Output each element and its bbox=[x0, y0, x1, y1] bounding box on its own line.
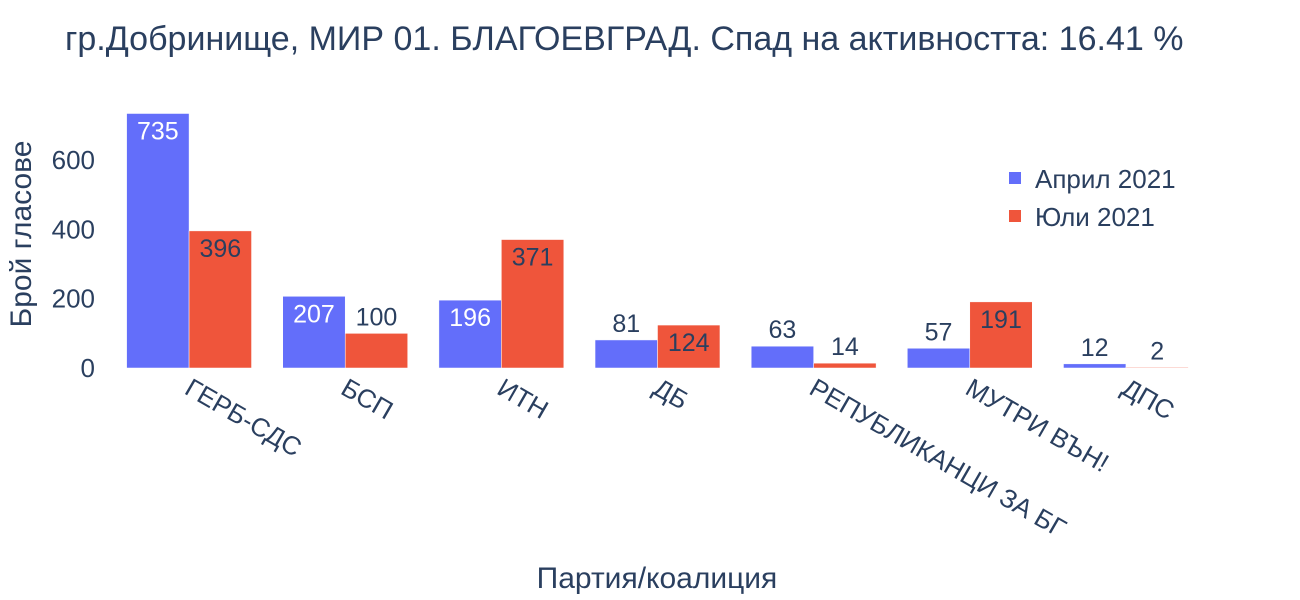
y-axis-ticks: 0 200 400 600 bbox=[52, 145, 95, 383]
y-tick-label: 0 bbox=[81, 353, 95, 383]
bar-value-label: 57 bbox=[925, 318, 953, 346]
legend-swatch bbox=[1009, 210, 1021, 222]
bar bbox=[282, 296, 346, 369]
y-tick-label: 600 bbox=[52, 145, 95, 175]
bar-value-label: 371 bbox=[512, 244, 554, 272]
bar-value-label: 191 bbox=[980, 306, 1022, 334]
bar bbox=[594, 339, 658, 369]
bar bbox=[657, 324, 721, 369]
legend-swatch bbox=[1009, 172, 1021, 184]
bar bbox=[969, 301, 1033, 369]
legend-label: Април 2021 bbox=[1035, 164, 1176, 194]
bar bbox=[1125, 367, 1189, 369]
x-tick-label: ДБ bbox=[649, 372, 694, 415]
bar-value-label: 396 bbox=[199, 235, 241, 263]
bar bbox=[188, 230, 252, 369]
bar bbox=[750, 345, 814, 369]
bar-value-label: 735 bbox=[137, 118, 179, 146]
x-axis-ticks: ГЕРБ-СДС БСП ИТН ДБ РЕПУБЛИКАНЦИ ЗА БГМУТРИ … bbox=[180, 372, 1180, 543]
bar bbox=[126, 113, 190, 369]
x-tick-label: МУТРИ ВЪН! bbox=[961, 372, 1114, 478]
bar bbox=[907, 348, 971, 369]
bar-value-labels: 735 207 196 81 63 57 12 396 100 371 124 14 191 2 bbox=[137, 118, 1164, 366]
x-tick-label: БСП bbox=[336, 372, 398, 425]
x-tick-label: РЕПУБЛИКАНЦИ ЗА БГ bbox=[805, 372, 1072, 543]
bar-value-label: 207 bbox=[293, 300, 335, 328]
x-tick-label: ИТН bbox=[492, 372, 553, 425]
y-axis-label: Брой гласове bbox=[5, 141, 38, 328]
bar-value-label: 124 bbox=[668, 329, 710, 357]
y-tick-label: 200 bbox=[52, 284, 95, 314]
bar-value-label: 196 bbox=[449, 304, 491, 332]
bars bbox=[126, 113, 1189, 369]
bar bbox=[1063, 363, 1127, 369]
bar-value-label: 81 bbox=[612, 310, 640, 338]
legend: Април 2021 Юли 2021 bbox=[1009, 164, 1176, 232]
chart-title: гр.Добринище, МИР 01. БЛАГОЕВГРАД. Спад … bbox=[65, 20, 1183, 58]
bar-value-label: 100 bbox=[356, 303, 398, 331]
bar bbox=[438, 299, 502, 369]
bar-value-label: 12 bbox=[1081, 334, 1109, 362]
legend-label: Юли 2021 bbox=[1035, 202, 1155, 232]
bar bbox=[501, 239, 565, 369]
bar bbox=[344, 333, 408, 369]
bar-value-label: 14 bbox=[831, 333, 859, 361]
y-tick-label: 400 bbox=[52, 214, 95, 244]
x-axis-label: Партия/коалиция bbox=[537, 562, 778, 595]
x-tick-label: ДПС bbox=[1117, 372, 1180, 426]
bar-value-label: 2 bbox=[1150, 337, 1164, 365]
x-tick-label: ГЕРБ-СДС bbox=[180, 372, 307, 463]
bar-value-label: 63 bbox=[769, 316, 797, 344]
bar bbox=[813, 362, 877, 369]
